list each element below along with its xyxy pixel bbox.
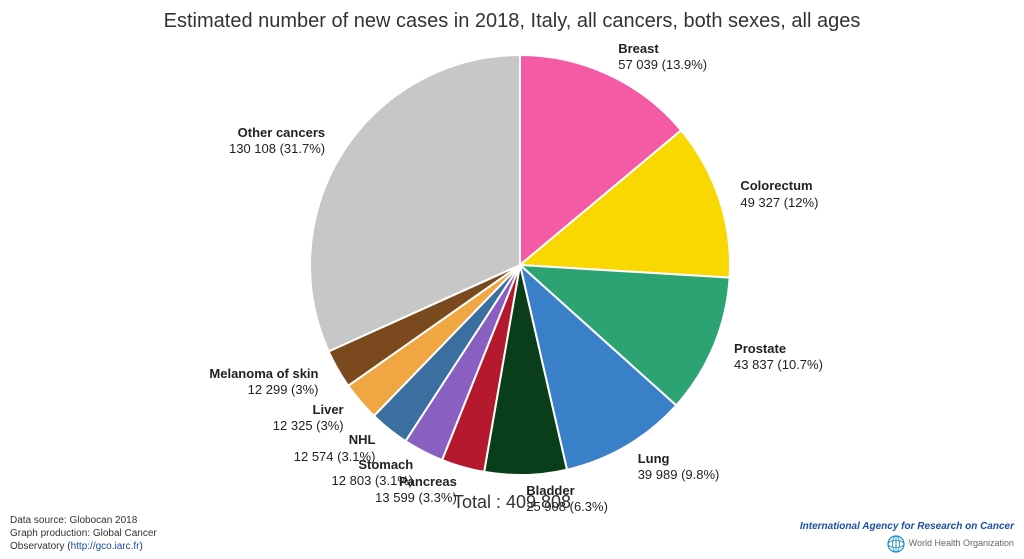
who-logo-icon — [887, 535, 905, 553]
production-line: Graph production: Global Cancer — [10, 527, 157, 540]
who-label: World Health Organization — [800, 535, 1014, 553]
pie-chart — [0, 0, 1024, 559]
iarc-label: International Agency for Research on Can… — [800, 520, 1014, 533]
slice-label: Melanoma of skin12 299 (3%) — [209, 366, 318, 399]
slice-label: Liver12 325 (3%) — [273, 402, 344, 435]
observatory-link[interactable]: http://gco.iarc.fr — [71, 541, 140, 552]
slice-label: Other cancers130 108 (31.7%) — [229, 125, 325, 158]
observatory-line: Observatory (http://gco.iarc.fr) — [10, 540, 157, 553]
total-label: Total : 409 808 — [0, 492, 1024, 513]
slice-label: Colorectum49 327 (12%) — [740, 178, 818, 211]
slice-label: Prostate43 837 (10.7%) — [734, 341, 823, 374]
footer-source: Data source: Globocan 2018 Graph product… — [10, 514, 157, 553]
slice-label: Breast57 039 (13.9%) — [618, 41, 707, 74]
slice-label: Lung39 989 (9.8%) — [638, 451, 720, 484]
data-source-line: Data source: Globocan 2018 — [10, 514, 157, 527]
footer-attribution: International Agency for Research on Can… — [800, 520, 1014, 553]
slice-label: NHL12 574 (3.1%) — [294, 432, 376, 465]
